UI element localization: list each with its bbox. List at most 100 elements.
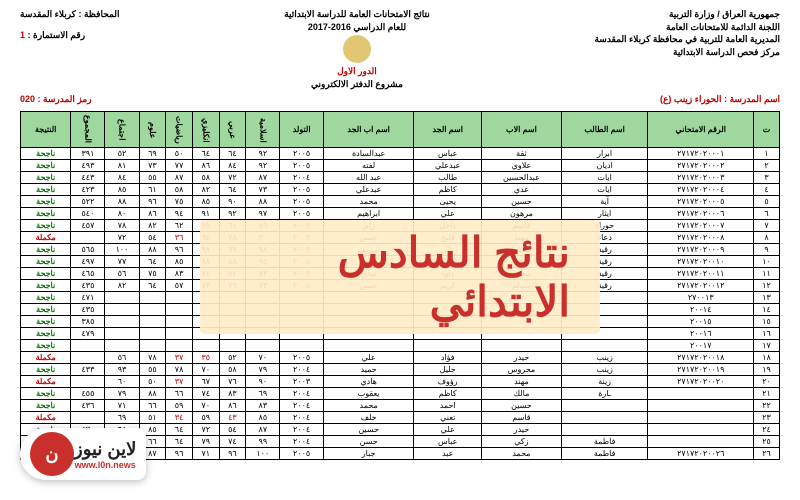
table-cell: ٢٤ (754, 424, 780, 436)
table-cell: ٥٨ (192, 172, 219, 184)
table-cell: ناجحة (21, 268, 71, 280)
table-cell (219, 340, 246, 352)
table-cell: ٦٠ (105, 376, 139, 388)
table-cell: ٦٤ (139, 280, 166, 292)
table-cell: ٨٦ (139, 208, 166, 220)
table-cell: ابراهيم (323, 208, 414, 220)
title-line1: نتائج الامتحانات العامة للدراسة الابتدائ… (119, 8, 594, 21)
table-cell: جبار (323, 448, 414, 460)
table-cell (166, 292, 193, 304)
table-cell: ٢٧١٧٢٠٢٠٠٠٥ (648, 196, 754, 208)
ministry-line2: اللجنة الدائمة للامتحانات العامة (594, 21, 780, 34)
table-cell (166, 316, 193, 328)
table-cell: ٢٥ (754, 436, 780, 448)
table-cell: ٨٨ (105, 196, 139, 208)
table-cell: ٨٣ (166, 268, 193, 280)
logo-icon: ن (30, 432, 74, 476)
table-cell: ٦٦ (139, 400, 166, 412)
table-cell: ٤٩٣ (71, 160, 105, 172)
table-cell: ٥٢ (105, 148, 139, 160)
table-cell: ١٣ (754, 292, 780, 304)
table-cell: ناجحة (21, 340, 71, 352)
table-cell: احمد (414, 400, 482, 412)
table-cell: ناجحة (21, 172, 71, 184)
col-father: اسم الاب (482, 112, 562, 148)
table-cell (648, 436, 754, 448)
table-cell: ٧٢ (192, 424, 219, 436)
table-cell: ٢٠٠٤ (280, 412, 324, 424)
table-cell: حسين (323, 424, 414, 436)
table-cell: ٨٨ (139, 388, 166, 400)
header-left-block: المحافظة : كربلاء المقدسة رقم الاستمارة … (20, 8, 119, 90)
table-cell: ناجحة (21, 220, 71, 232)
table-cell: ٨٧ (246, 424, 280, 436)
table-cell: زينب (561, 352, 648, 364)
table-cell: ٦٢ (166, 220, 193, 232)
table-cell (71, 376, 105, 388)
table-cell: عبدعلي (414, 160, 482, 172)
table-row: ٦٢٧١٧٢٠٢٠٠٠٦ايثارمرهونعليابراهيم٢٠٠٥٩٧٩٢… (21, 208, 780, 220)
table-cell: ٢ (754, 160, 780, 172)
table-cell: ٧ (754, 220, 780, 232)
table-cell: ٨١ (105, 160, 139, 172)
table-cell: ٢٠ (754, 376, 780, 388)
table-cell: ٥٤ (219, 424, 246, 436)
table-cell: ٤ (754, 184, 780, 196)
table-cell: يعقوب (323, 388, 414, 400)
table-cell: ٩٦ (166, 448, 193, 460)
table-cell (139, 292, 166, 304)
table-cell: مرهون (482, 208, 562, 220)
table-cell: ٩٢ (219, 208, 246, 220)
table-cell: ٨٥ (166, 256, 193, 268)
logo-url: www.l0n.news (75, 460, 136, 470)
table-cell: ٦٦ (166, 388, 193, 400)
table-cell (192, 340, 219, 352)
ministry-line3: المديرية العامة للتربية في محافظة كربلاء… (594, 33, 780, 46)
table-cell: ٨٣ (219, 388, 246, 400)
table-cell: ٨٥ (192, 196, 219, 208)
table-cell: ٨٧ (166, 172, 193, 184)
table-cell: ٦٤ (166, 424, 193, 436)
table-cell (105, 304, 139, 316)
table-cell: ٢٧١٧٢٠٢٠٠٠١ (648, 148, 754, 160)
table-cell: مكملة (21, 232, 71, 244)
table-cell: ناجحة (21, 244, 71, 256)
gov-label: المحافظة : (78, 9, 119, 19)
table-cell: ٢٠٠٣ (280, 376, 324, 388)
col-s6: اجتماع (105, 112, 139, 148)
table-cell (71, 352, 105, 364)
table-cell: ٦ (754, 208, 780, 220)
table-cell: ٨٠ (105, 208, 139, 220)
table-cell (139, 328, 166, 340)
table-cell: ناجحة (21, 256, 71, 268)
table-cell: ٣٥ (192, 352, 219, 364)
table-cell (71, 232, 105, 244)
table-cell: ٥٢٢ (71, 196, 105, 208)
table-cell: ٩٤ (166, 208, 193, 220)
table-cell: حميد (323, 364, 414, 376)
table-cell: ناجحة (21, 280, 71, 292)
table-cell: ٤٣٦ (71, 400, 105, 412)
table-cell: علي (323, 352, 414, 364)
table-cell: ٢٧١٧٢٠٢٠٠٠٩ (648, 244, 754, 256)
header-right-block: جمهورية العراق / وزارة التربية اللجنة ال… (594, 8, 780, 90)
table-cell: ٣٦ (166, 232, 193, 244)
table-cell: ناجحة (21, 388, 71, 400)
table-cell: ٨٦ (219, 400, 246, 412)
table-cell: ٦٩ (246, 388, 280, 400)
table-cell: ٧١ (105, 400, 139, 412)
ministry-line4: مركز فحص الدراسة الابتدائية (594, 46, 780, 59)
col-s2: عربي (219, 112, 246, 148)
table-cell: ناجحة (21, 196, 71, 208)
form-value: 1 (20, 30, 25, 40)
table-cell: حسن (323, 436, 414, 448)
project-label: مشروع الدفتر الالكتروني (119, 78, 594, 91)
col-s4: رياضيات (166, 112, 193, 148)
table-cell: ٧٨ (105, 220, 139, 232)
table-cell: ٢٣ (754, 412, 780, 424)
table-cell: عدي (482, 184, 562, 196)
table-cell: ناجحة (21, 304, 71, 316)
table-cell: ٤٥٧ (71, 220, 105, 232)
table-cell: ٢٠٠١٥ (648, 316, 754, 328)
table-cell (246, 340, 280, 352)
